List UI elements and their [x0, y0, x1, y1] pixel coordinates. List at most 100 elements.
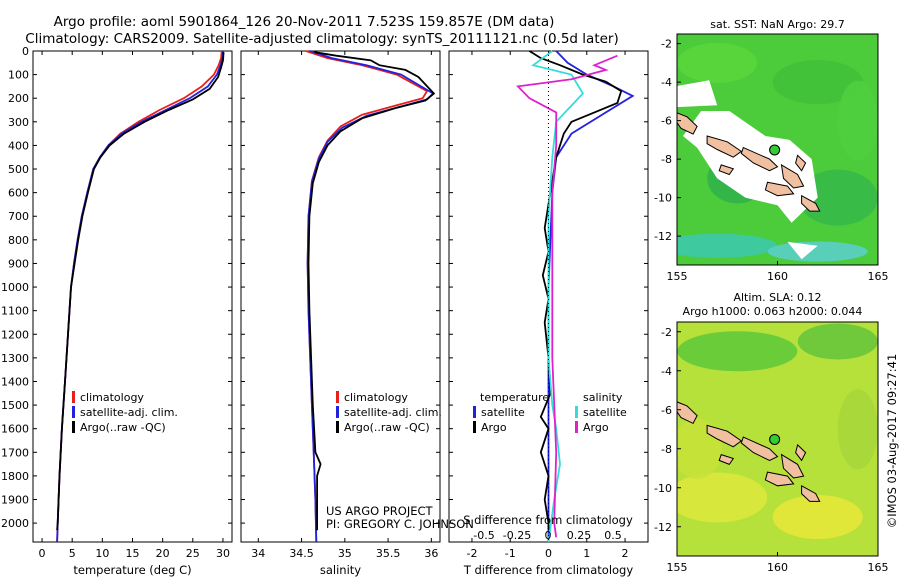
- y-tick-label: 500: [8, 163, 29, 176]
- legend-label: satellite-adj. clim.: [344, 406, 442, 419]
- island-shape: [718, 453, 735, 466]
- top-tick-label: -0.25: [503, 529, 531, 542]
- map-y-tick-label: -8: [661, 443, 672, 456]
- axes-box: [240, 50, 441, 543]
- map-y-tick-label: -12: [654, 521, 672, 534]
- x-tick-label: 30: [216, 547, 230, 560]
- argo-location-marker: [769, 144, 781, 156]
- top-tick-label: 0.25: [567, 529, 592, 542]
- map-mask: [677, 80, 718, 108]
- salinity-panel: 34 34.5 35 35.5 36 salinity climatology satelli…: [240, 50, 474, 577]
- y-tick-label: 1100: [1, 305, 29, 318]
- x-tick-label: 0: [39, 547, 46, 560]
- x-tick-label: 36: [424, 547, 438, 560]
- map-color-patch: [677, 42, 758, 83]
- y-tick-label: 800: [8, 234, 29, 247]
- series-line-temperature-argo: [528, 50, 623, 531]
- legend-swatch: [336, 421, 339, 433]
- map-color-patch: [837, 389, 878, 470]
- map-x-tick-label: 165: [868, 270, 889, 283]
- map-x-tick-label: 160: [767, 270, 788, 283]
- x-tick-label: 35.5: [376, 547, 401, 560]
- x-tick-label: -1: [505, 547, 516, 560]
- island-shape: [801, 484, 821, 502]
- legend-label: satellite: [583, 406, 627, 419]
- map-y-tick-label: -2: [661, 38, 672, 51]
- map-x-tick-label: 160: [767, 561, 788, 574]
- island-shape: [764, 181, 795, 197]
- legend-label: satellite: [481, 406, 525, 419]
- legend-label: satellite-adj. clim.: [80, 406, 178, 419]
- legend-label: Argo: [481, 421, 507, 434]
- map-color-patch: [797, 169, 878, 226]
- figure-title-line1: Argo profile: aoml 5901864_126 20-Nov-20…: [54, 14, 555, 30]
- island-shape: [764, 471, 795, 487]
- island-shape: [706, 135, 743, 158]
- top-tick-label: 0.5: [604, 529, 622, 542]
- y-tick-label: 1800: [1, 470, 29, 483]
- pi-label: PI: GREGORY C. JOHNSON: [326, 517, 474, 531]
- y-tick-label: 400: [8, 139, 29, 152]
- y-tick-label: 600: [8, 187, 29, 200]
- map-x-tick-label: 165: [868, 561, 889, 574]
- map-color-patch: [767, 241, 868, 262]
- island-shape: [740, 436, 779, 461]
- legend-swatch: [72, 421, 75, 433]
- x-axis-label: T difference from climatology: [463, 563, 634, 577]
- map-x-tick-label: 155: [667, 270, 688, 283]
- sla-map-panel: 155 160 165 -2 -4 -6 -8 -10 -12 Altim. SLA: 0.12A…: [654, 291, 888, 574]
- legend-label: Argo(..raw -QC): [80, 421, 166, 434]
- y-tick-label: 1200: [1, 328, 29, 341]
- series-line-satellite-adj-clim-: [306, 50, 435, 543]
- island-shape: [801, 194, 821, 212]
- watermark: ©IMOS 03-Aug-2017 09:27:41: [885, 354, 899, 529]
- map-title-line: sat. SST: NaN Argo: 29.7: [710, 18, 844, 31]
- top-tick-label: -0.5: [473, 529, 494, 542]
- legend-swatch: [72, 406, 75, 418]
- island-shape: [677, 112, 698, 135]
- y-tick-label: 1300: [1, 352, 29, 365]
- x-tick-label: 34: [251, 547, 265, 560]
- legend-label: climatology: [344, 391, 408, 404]
- x-tick-label: 1: [583, 547, 590, 560]
- map-x-tick-label: 155: [667, 561, 688, 574]
- x-tick-label: -2: [466, 547, 477, 560]
- x-tick-label: 15: [126, 547, 140, 560]
- island-shape: [795, 154, 807, 172]
- legend-swatch: [575, 406, 578, 418]
- legend-swatch: [336, 406, 339, 418]
- legend-label: Argo(..raw -QC): [344, 421, 430, 434]
- project-label: US ARGO PROJECT: [326, 504, 434, 518]
- top-axis-label: S difference from climatology: [463, 513, 633, 527]
- island-shape: [740, 146, 779, 172]
- island-shape: [718, 164, 735, 176]
- legend-swatch: [473, 406, 476, 418]
- legend-label: climatology: [80, 391, 144, 404]
- y-tick-label: 900: [8, 257, 29, 270]
- y-tick-label: 0: [22, 45, 29, 58]
- map-y-tick-label: -6: [661, 404, 672, 417]
- difference-panel: -2 -1 0 1 2 T difference from climatology temp…: [448, 50, 649, 577]
- x-tick-label: 35: [338, 547, 352, 560]
- map-color-patch: [797, 323, 878, 360]
- map-mask: [787, 241, 818, 260]
- series-line-salinity-argo: [516, 54, 618, 538]
- map-color-patch: [772, 495, 863, 539]
- island-shape: [780, 453, 805, 479]
- series-line-argo-raw-qc-: [307, 51, 436, 531]
- series-line-argo-raw-qc-: [56, 52, 225, 531]
- series-line-climatology: [305, 50, 429, 543]
- map-color-patch: [677, 233, 778, 258]
- y-tick-label: 700: [8, 210, 29, 223]
- y-tick-label: 1700: [1, 446, 29, 459]
- legend-swatch: [336, 391, 339, 403]
- map-color-patch: [677, 331, 798, 372]
- island-shape: [780, 163, 805, 189]
- map-y-tick-label: -12: [654, 230, 672, 243]
- argo-location-marker: [769, 433, 781, 445]
- temperature-panel: 0100200300400500600700800900100011001200…: [1, 45, 233, 577]
- map-y-tick-label: -2: [661, 326, 672, 339]
- map-y-tick-label: -4: [661, 365, 672, 378]
- map-y-tick-label: -6: [661, 115, 672, 128]
